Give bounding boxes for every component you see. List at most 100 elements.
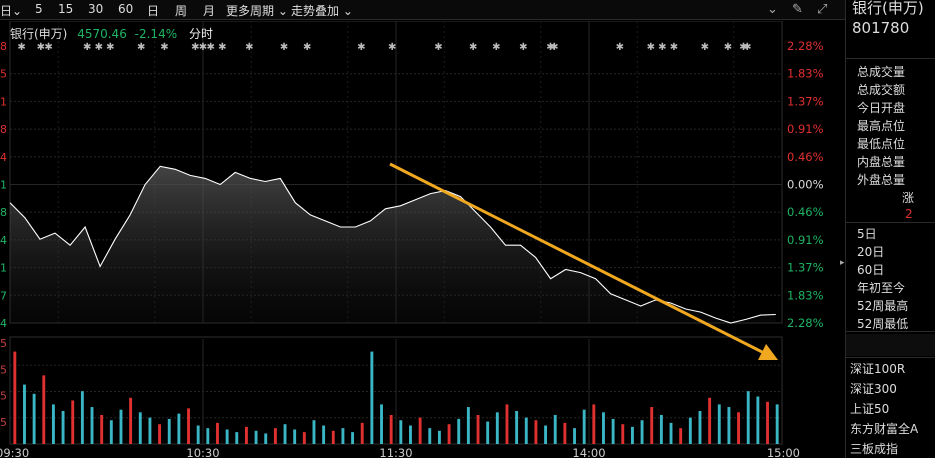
volume-bar: [254, 430, 258, 444]
volume-bar: [244, 426, 248, 444]
volume-bar: [515, 411, 519, 444]
volume-bar: [312, 420, 316, 444]
volume-bar: [148, 417, 152, 444]
event-marker: ✱: [388, 42, 396, 53]
left-volume-tick-partial: 5: [0, 337, 7, 350]
period-partial[interactable]: 日⌄: [0, 4, 23, 18]
event-marker: ✱: [658, 42, 666, 53]
event-marker: ✱: [280, 42, 288, 53]
volume-bar: [399, 420, 403, 444]
left-price-tick-partial: 4: [0, 151, 7, 164]
volume-bar: [775, 404, 779, 444]
stat-low: 最低点位: [857, 137, 906, 151]
pct-tick-label: 0.46%: [787, 205, 824, 219]
intraday-chart[interactable]: 2.28% 8 1.83% 5 1.37% 1 0.91% 8 0.46% 4 0.00% 1 0.46…: [0, 21, 845, 458]
left-volume-tick-partial: 5: [0, 416, 7, 429]
related-index-szse100r[interactable]: 深证100R: [850, 362, 906, 376]
period-60[interactable]: 60: [118, 2, 134, 16]
period-15[interactable]: 15: [58, 2, 74, 16]
volume-bar: [766, 401, 769, 444]
left-price-tick-partial: 7: [0, 289, 7, 302]
volume-bar: [129, 397, 133, 444]
event-marker: ✱: [519, 42, 527, 53]
price-line: [9, 165, 776, 324]
volume-bar: [553, 414, 557, 444]
volume-bar: [746, 391, 750, 444]
event-marker: ✱: [106, 42, 114, 53]
left-price-tick-partial: 1: [0, 95, 7, 108]
related-index-szse300[interactable]: 深证300: [850, 382, 897, 396]
stat-high: 最高点位: [857, 119, 906, 133]
pct-tick-label: 2.28%: [787, 316, 824, 330]
stat-rise-count: 2: [905, 207, 913, 221]
left-price-tick-partial: 4: [0, 234, 7, 247]
divider: [846, 357, 935, 358]
event-marker: ✱: [469, 42, 477, 53]
volume-bar: [331, 430, 335, 444]
volume-bar: [283, 424, 287, 444]
stat-open: 今日开盘: [857, 101, 906, 115]
panel-collapse-icon[interactable]: ▸: [840, 258, 845, 268]
volume-bar: [563, 422, 567, 444]
related-index-sse50[interactable]: 上证50: [850, 402, 890, 416]
period-day[interactable]: 日: [147, 4, 160, 18]
period-30[interactable]: 30: [88, 2, 104, 16]
chevron-circle-icon[interactable]: ⌄: [767, 2, 778, 17]
volume-bar: [341, 428, 345, 444]
volume-bar: [100, 414, 104, 444]
more-periods-button[interactable]: 更多周期 ⌄: [226, 4, 288, 18]
event-marker: ✱: [44, 42, 52, 53]
pen-icon[interactable]: ✎: [792, 2, 803, 17]
period-month[interactable]: 月: [203, 4, 216, 18]
event-marker: ✱: [17, 42, 25, 53]
event-marker: ✱: [739, 42, 747, 53]
related-index-eastmoney-all-a[interactable]: 东方财富全A: [850, 422, 919, 436]
period-week[interactable]: 周: [175, 4, 188, 18]
volume-bar: [592, 404, 596, 444]
volume-bar: [302, 432, 306, 444]
period-stat-60d: 60日: [857, 263, 885, 277]
volume-bar: [61, 411, 65, 444]
divider: [846, 58, 935, 59]
volume-bar: [737, 412, 741, 444]
volume-bar: [225, 429, 229, 444]
volume-bar: [495, 412, 499, 444]
mode-label: 分时: [188, 27, 213, 41]
panel-index-code: 801780: [852, 19, 910, 37]
event-marker: ✱: [95, 42, 103, 53]
volume-bar: [418, 417, 422, 444]
left-price-tick-partial: 1: [0, 179, 7, 192]
volume-bar: [582, 409, 586, 444]
volume-bar: [630, 426, 634, 444]
period-stat-52w-high: 52周最高: [857, 299, 909, 313]
volume-bar: [437, 430, 441, 444]
divider: [846, 331, 935, 332]
related-index-neeq[interactable]: 三板成指: [850, 442, 899, 456]
volume-bar: [428, 428, 432, 444]
left-price-tick-partial: 4: [0, 317, 7, 330]
volume-bar: [158, 424, 162, 444]
volume-bar: [544, 425, 548, 444]
event-marker: ✱: [218, 42, 226, 53]
period-5[interactable]: 5: [35, 2, 43, 16]
volume-bar: [466, 407, 470, 444]
stat-rise-label: 涨: [902, 191, 915, 205]
volume-bar: [611, 418, 615, 444]
pct-tick-label: 1.37%: [787, 261, 824, 275]
period-stat-ytd: 年初至今: [857, 281, 906, 295]
volume-bar: [389, 414, 393, 444]
volume-bar: [698, 411, 702, 444]
fullscreen-icon[interactable]: ⤢: [817, 2, 828, 17]
volume-bar: [360, 422, 364, 444]
volume-bar: [688, 417, 692, 444]
volume-bar: [42, 375, 46, 444]
volume-bar: [534, 420, 538, 444]
stat-inner-volume: 内盘总量: [857, 155, 906, 169]
volume-bar: [167, 418, 171, 444]
volume-bar: [351, 432, 355, 444]
index-price: 4570.46: [77, 27, 127, 41]
stat-outer-volume: 外盘总量: [857, 173, 906, 187]
volume-bar: [23, 384, 26, 444]
overlay-button[interactable]: 走势叠加 ⌄: [291, 4, 353, 18]
trend-arrow: [389, 162, 779, 361]
